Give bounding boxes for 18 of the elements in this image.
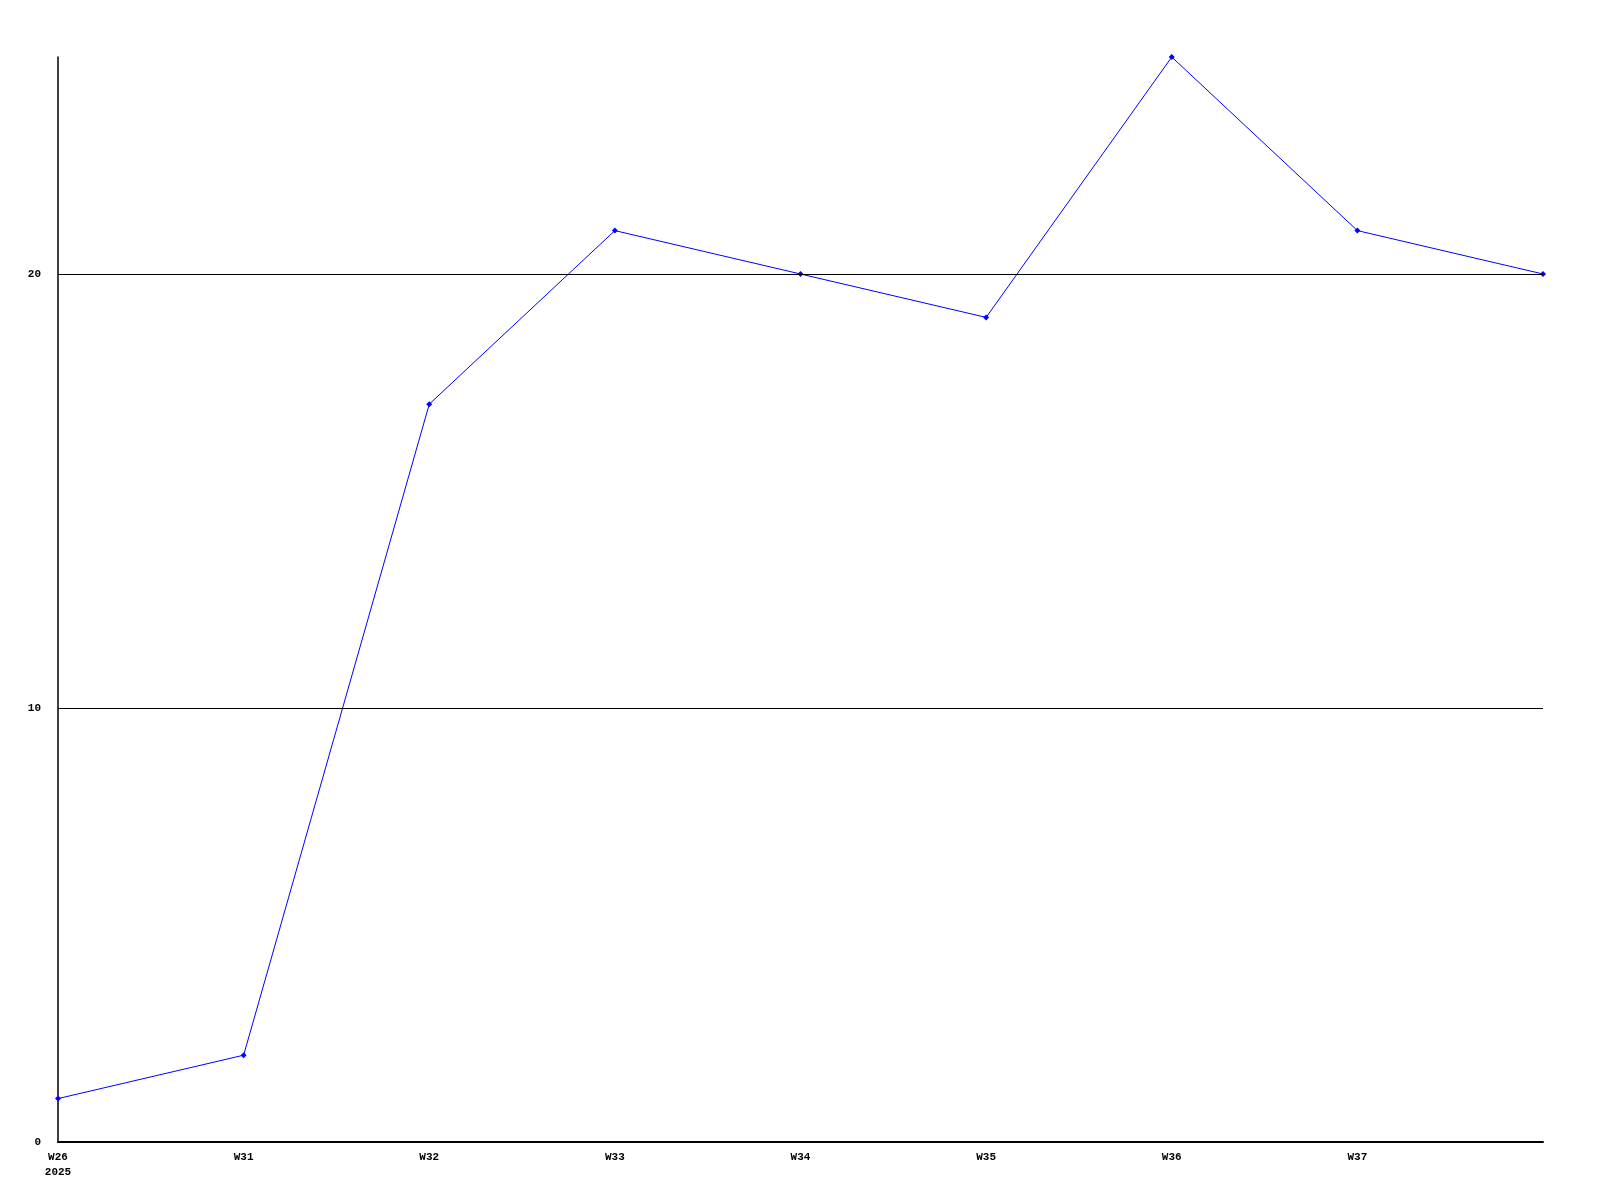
x-tick-label: W31 xyxy=(233,1150,254,1163)
point xyxy=(983,314,990,321)
x-tick-label: W37 xyxy=(1347,1150,1368,1163)
x-tick-label: W26 2025 xyxy=(44,1150,72,1178)
x-tick-label: W33 xyxy=(604,1150,626,1163)
x-tick-label: W36 xyxy=(1161,1150,1182,1163)
point xyxy=(611,227,618,234)
point xyxy=(1354,227,1361,234)
x-tick-label: W34 xyxy=(790,1150,811,1163)
point xyxy=(1168,54,1175,60)
y-tick-label: 0 xyxy=(34,1136,41,1148)
x-tick-label: W35 xyxy=(976,1150,997,1163)
point xyxy=(240,1052,247,1059)
point xyxy=(55,1095,61,1102)
point xyxy=(426,401,433,408)
y-tick-label: 20 xyxy=(27,268,41,280)
y-tick-label: 10 xyxy=(27,702,41,714)
x-tick-label: W32 xyxy=(419,1150,440,1163)
